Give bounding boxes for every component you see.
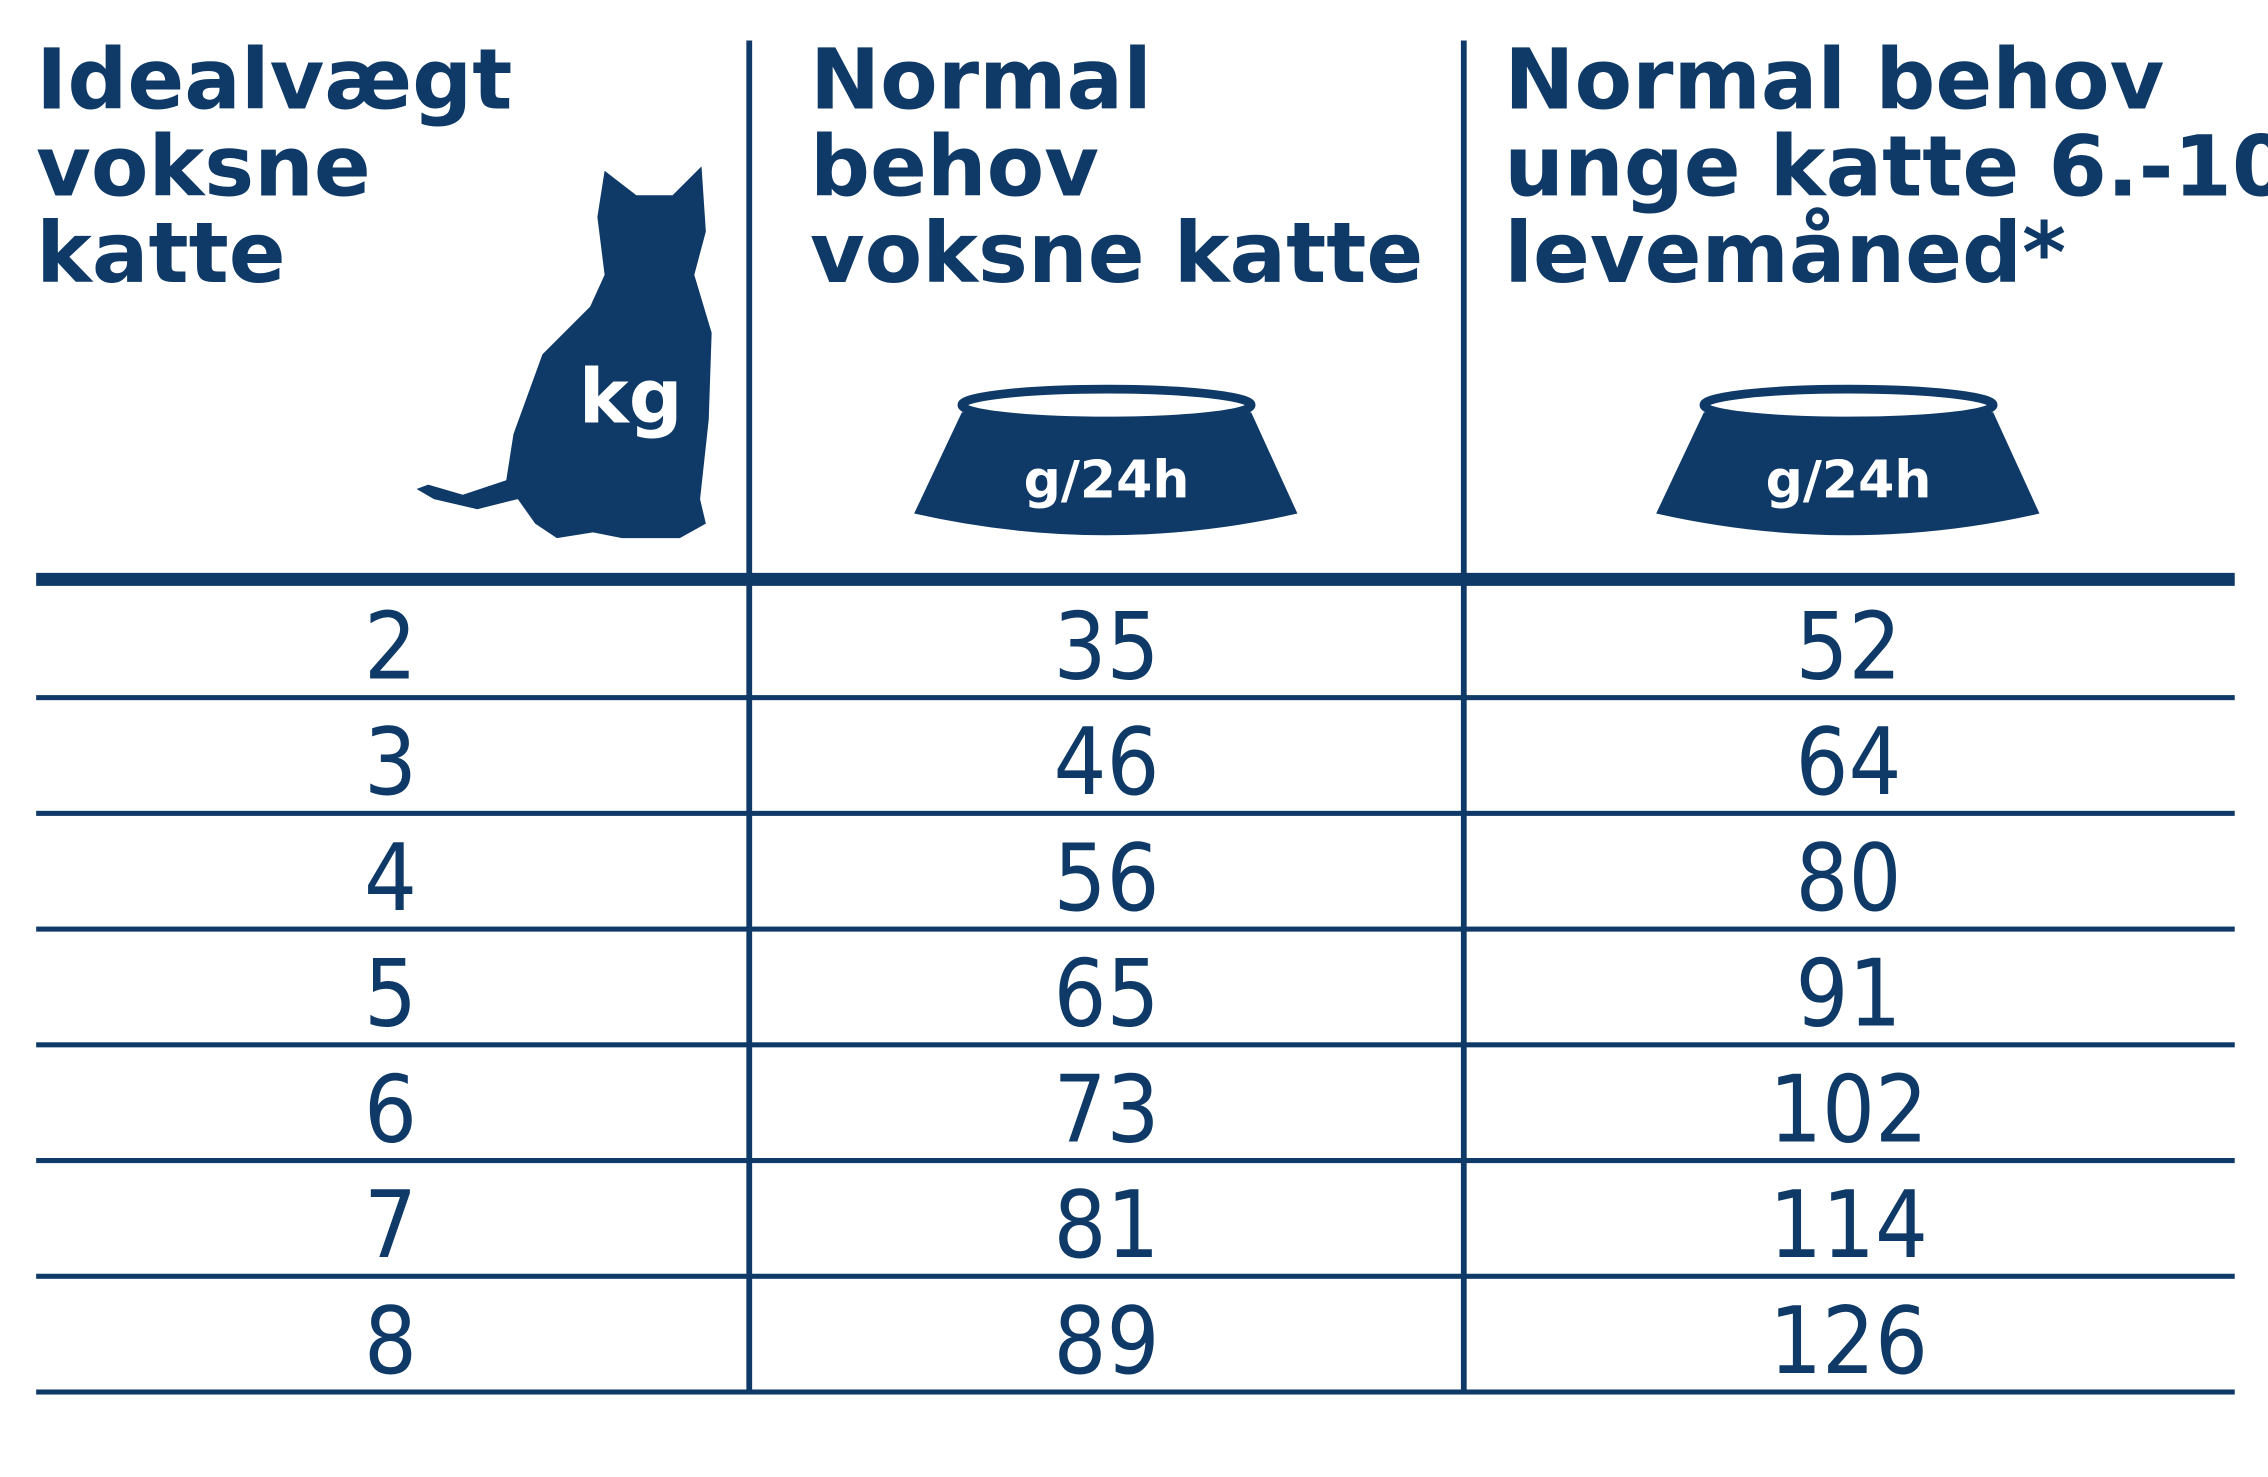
- row-rule: [36, 1273, 2235, 1279]
- cell-value: 56: [1054, 824, 1160, 932]
- bowl-body: [1656, 412, 2040, 536]
- cell-value: 114: [1769, 1171, 1928, 1279]
- cell-value: 8: [364, 1287, 417, 1395]
- cell-value: 91: [1796, 940, 1902, 1048]
- column-header: katte: [36, 204, 285, 302]
- icon-label: g/24h: [1024, 451, 1190, 511]
- bowl-rim: [957, 384, 1256, 426]
- cell-value: 64: [1796, 708, 1902, 816]
- bowl-icon: [1656, 384, 2040, 536]
- cell-value: 102: [1769, 1055, 1928, 1163]
- cell-value: 6: [364, 1055, 417, 1163]
- cell-value: 3: [364, 708, 417, 816]
- cell-value: 73: [1054, 1055, 1160, 1163]
- cell-value: 52: [1796, 592, 1902, 700]
- cell-value: 2: [364, 592, 417, 700]
- row-rule: [36, 1042, 2235, 1048]
- cell-value: 65: [1054, 940, 1160, 1048]
- bowl-body: [914, 412, 1298, 536]
- cell-value: 4: [364, 824, 417, 932]
- column-header: voksne: [36, 117, 371, 215]
- icon-label: g/24h: [1766, 451, 1932, 511]
- column-header: Normal behov: [1504, 30, 2164, 128]
- row-rule: [36, 1158, 2235, 1164]
- cat-icon: [416, 166, 712, 539]
- row-rule: [36, 695, 2235, 701]
- cell-value: 80: [1796, 824, 1902, 932]
- column-header: unge katte 6.-10.: [1504, 117, 2268, 215]
- row-rule: [36, 926, 2235, 932]
- cell-value: 35: [1054, 592, 1160, 700]
- cell-value: 89: [1054, 1287, 1160, 1395]
- column-header: voksne katte: [810, 204, 1423, 302]
- column-header: Normal: [810, 30, 1152, 128]
- bowl-icon: [914, 384, 1298, 536]
- cell-value: 126: [1769, 1287, 1928, 1395]
- row-rule: [36, 810, 2235, 816]
- column-header: behov: [810, 117, 1099, 215]
- cell-value: 7: [364, 1171, 417, 1279]
- bowl-rim: [1699, 384, 1998, 426]
- header-rule: [36, 572, 2235, 586]
- column-header: Idealvægt: [36, 30, 512, 128]
- cell-value: 46: [1054, 708, 1160, 816]
- icon-label: kg: [579, 352, 683, 440]
- column-header: levemåned*: [1504, 204, 2066, 302]
- cell-value: 5: [364, 940, 417, 1048]
- row-rule: [36, 1389, 2235, 1395]
- cell-value: 81: [1054, 1171, 1160, 1279]
